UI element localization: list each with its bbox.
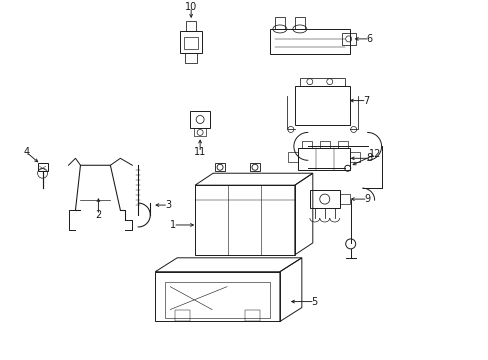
Bar (155, 272, 279, 321)
Bar (309, 190, 339, 208)
Text: 3: 3 (165, 200, 171, 210)
Bar (175, 310, 190, 321)
Bar (337, 141, 347, 148)
Text: 10: 10 (184, 2, 197, 12)
Bar (38, 163, 47, 171)
Bar (249, 163, 260, 171)
Bar (294, 86, 349, 126)
Bar (287, 152, 297, 162)
Bar (299, 78, 344, 86)
Bar (274, 17, 285, 29)
Bar (319, 141, 329, 148)
Bar (165, 282, 269, 318)
Text: 12: 12 (368, 149, 381, 159)
Text: 2: 2 (95, 210, 102, 220)
Bar (269, 29, 349, 54)
Text: 6: 6 (366, 34, 372, 44)
Bar (215, 163, 224, 171)
Text: 4: 4 (23, 147, 30, 157)
Text: 9: 9 (364, 194, 370, 204)
Text: 7: 7 (363, 96, 369, 105)
Bar (339, 194, 349, 204)
Text: 5: 5 (311, 297, 317, 307)
Bar (244, 310, 260, 321)
Text: 8: 8 (366, 153, 372, 163)
Bar (184, 37, 198, 49)
Bar (341, 33, 355, 45)
Bar (190, 111, 210, 129)
Text: 1: 1 (170, 220, 176, 230)
Bar (297, 148, 349, 170)
Bar (301, 141, 311, 148)
Bar (349, 152, 359, 162)
Bar (195, 185, 294, 255)
Text: 11: 11 (194, 147, 206, 157)
Bar (186, 21, 196, 31)
Bar (294, 17, 304, 29)
Bar (180, 31, 202, 53)
